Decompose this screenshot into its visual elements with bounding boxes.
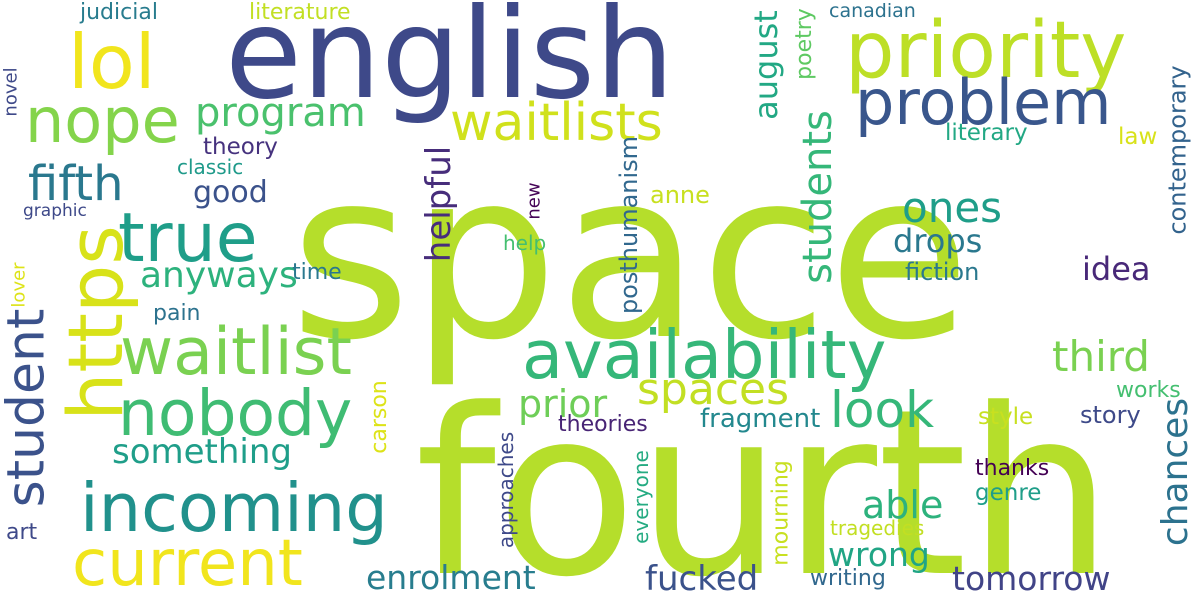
cloud-word: carson bbox=[366, 380, 392, 454]
cloud-word: pain bbox=[153, 301, 201, 326]
cloud-word: availability bbox=[522, 316, 887, 394]
cloud-word: current bbox=[72, 527, 303, 600]
cloud-word: posthumanism bbox=[615, 135, 644, 315]
cloud-word: true bbox=[118, 199, 258, 278]
cloud-word: something bbox=[112, 432, 293, 472]
cloud-word: novel bbox=[0, 66, 22, 117]
cloud-word: anne bbox=[650, 181, 710, 209]
cloud-word: space bbox=[290, 121, 971, 391]
cloud-word: tomorrow bbox=[952, 559, 1111, 598]
cloud-word: able bbox=[862, 483, 944, 527]
cloud-word: enrolment bbox=[366, 558, 536, 597]
cloud-word: thanks bbox=[975, 456, 1050, 481]
cloud-word: tragedies bbox=[830, 516, 925, 540]
cloud-word: fucked bbox=[645, 559, 759, 599]
cloud-word: nope bbox=[25, 84, 180, 157]
cloud-word: fourth bbox=[415, 361, 1113, 600]
cloud-word: waitlists bbox=[450, 93, 663, 153]
cloud-word: good bbox=[193, 175, 268, 210]
cloud-word: law bbox=[1118, 124, 1158, 150]
cloud-word: style bbox=[978, 404, 1034, 430]
cloud-word: third bbox=[1052, 332, 1150, 381]
cloud-word: look bbox=[830, 381, 935, 439]
cloud-word: new bbox=[523, 181, 545, 220]
cloud-word: contemporary bbox=[1163, 64, 1192, 235]
cloud-word: english bbox=[225, 0, 675, 127]
cloud-word: lol bbox=[68, 18, 156, 106]
cloud-word: everyone bbox=[628, 450, 653, 544]
cloud-word: time bbox=[292, 260, 342, 285]
cloud-word: works bbox=[1116, 378, 1181, 403]
cloud-word: waitlist bbox=[120, 315, 353, 390]
cloud-word: theory bbox=[203, 134, 278, 160]
cloud-word: priority bbox=[845, 6, 1127, 96]
cloud-word: genre bbox=[975, 480, 1042, 506]
cloud-word: classic bbox=[177, 155, 244, 179]
cloud-word: august bbox=[746, 10, 785, 120]
cloud-word: graphic bbox=[23, 201, 87, 221]
cloud-word: wrong bbox=[828, 535, 930, 574]
cloud-word: nobody bbox=[118, 377, 353, 450]
cloud-word: ones bbox=[902, 183, 1003, 232]
cloud-word: story bbox=[1080, 401, 1141, 429]
cloud-word: canadian bbox=[829, 0, 916, 22]
cloud-word: student bbox=[0, 308, 56, 507]
cloud-word: https bbox=[50, 225, 140, 421]
cloud-word: drops bbox=[893, 222, 983, 260]
cloud-word: anyways bbox=[140, 255, 298, 296]
cloud-word: literary bbox=[945, 120, 1028, 146]
cloud-word: poetry bbox=[791, 8, 817, 80]
cloud-word: writing bbox=[810, 566, 886, 591]
cloud-word: spaces bbox=[637, 364, 790, 415]
cloud-word: art bbox=[6, 520, 38, 545]
cloud-word: literature bbox=[249, 0, 351, 25]
cloud-word: fifth bbox=[28, 156, 124, 212]
cloud-word: fragment bbox=[700, 404, 821, 434]
cloud-word: theories bbox=[558, 412, 648, 437]
cloud-word: helpful bbox=[419, 145, 460, 263]
cloud-word: incoming bbox=[80, 469, 388, 547]
cloud-word: approaches bbox=[494, 431, 519, 549]
cloud-word: lover bbox=[8, 261, 30, 308]
cloud-word: judicial bbox=[80, 0, 158, 25]
cloud-word: chances bbox=[1155, 397, 1197, 547]
cloud-word: problem bbox=[855, 66, 1112, 139]
cloud-word: program bbox=[195, 90, 366, 136]
cloud-word: fiction bbox=[905, 258, 980, 286]
cloud-word: mourning bbox=[768, 459, 794, 566]
cloud-word: students bbox=[794, 110, 841, 284]
cloud-word: idea bbox=[1082, 250, 1151, 288]
cloud-word: prior bbox=[518, 382, 608, 426]
cloud-word: help bbox=[503, 231, 547, 255]
